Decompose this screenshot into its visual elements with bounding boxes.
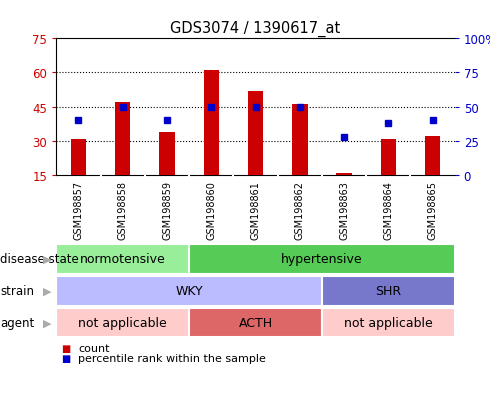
Text: not applicable: not applicable bbox=[344, 316, 433, 329]
Bar bbox=[56, 308, 189, 338]
Bar bbox=[56, 276, 322, 306]
Text: SHR: SHR bbox=[375, 285, 401, 297]
Bar bbox=[56, 244, 189, 274]
Bar bbox=[336, 173, 352, 176]
Text: GSM198864: GSM198864 bbox=[383, 180, 393, 239]
Text: GSM198862: GSM198862 bbox=[295, 180, 305, 239]
Text: agent: agent bbox=[0, 316, 34, 329]
Bar bbox=[248, 91, 263, 176]
Bar bbox=[322, 276, 455, 306]
Bar bbox=[71, 139, 86, 176]
Text: ■: ■ bbox=[61, 344, 71, 354]
Text: WKY: WKY bbox=[175, 285, 203, 297]
Text: hypertensive: hypertensive bbox=[281, 253, 363, 266]
Text: GSM198860: GSM198860 bbox=[206, 180, 216, 239]
Title: GDS3074 / 1390617_at: GDS3074 / 1390617_at bbox=[171, 20, 341, 36]
Bar bbox=[381, 139, 396, 176]
Bar bbox=[189, 244, 455, 274]
Bar bbox=[159, 132, 175, 176]
Text: ▶: ▶ bbox=[43, 318, 51, 328]
Text: GSM198863: GSM198863 bbox=[339, 180, 349, 239]
Bar bbox=[189, 308, 322, 338]
Text: percentile rank within the sample: percentile rank within the sample bbox=[78, 353, 266, 363]
Text: ■: ■ bbox=[61, 353, 71, 363]
Text: not applicable: not applicable bbox=[78, 316, 167, 329]
Bar bbox=[425, 137, 441, 176]
Text: ▶: ▶ bbox=[43, 286, 51, 296]
Bar bbox=[322, 308, 455, 338]
Bar bbox=[292, 105, 308, 176]
Text: GSM198858: GSM198858 bbox=[118, 180, 128, 239]
Text: GSM198859: GSM198859 bbox=[162, 180, 172, 239]
Text: normotensive: normotensive bbox=[80, 253, 166, 266]
Text: disease state: disease state bbox=[0, 253, 79, 266]
Text: strain: strain bbox=[0, 285, 34, 297]
Text: count: count bbox=[78, 344, 110, 354]
Text: GSM198861: GSM198861 bbox=[250, 180, 261, 239]
Text: GSM198865: GSM198865 bbox=[428, 180, 438, 239]
Bar bbox=[115, 103, 130, 176]
Bar bbox=[203, 71, 219, 176]
Text: ▶: ▶ bbox=[43, 254, 51, 264]
Text: ACTH: ACTH bbox=[239, 316, 272, 329]
Text: GSM198857: GSM198857 bbox=[74, 180, 83, 239]
